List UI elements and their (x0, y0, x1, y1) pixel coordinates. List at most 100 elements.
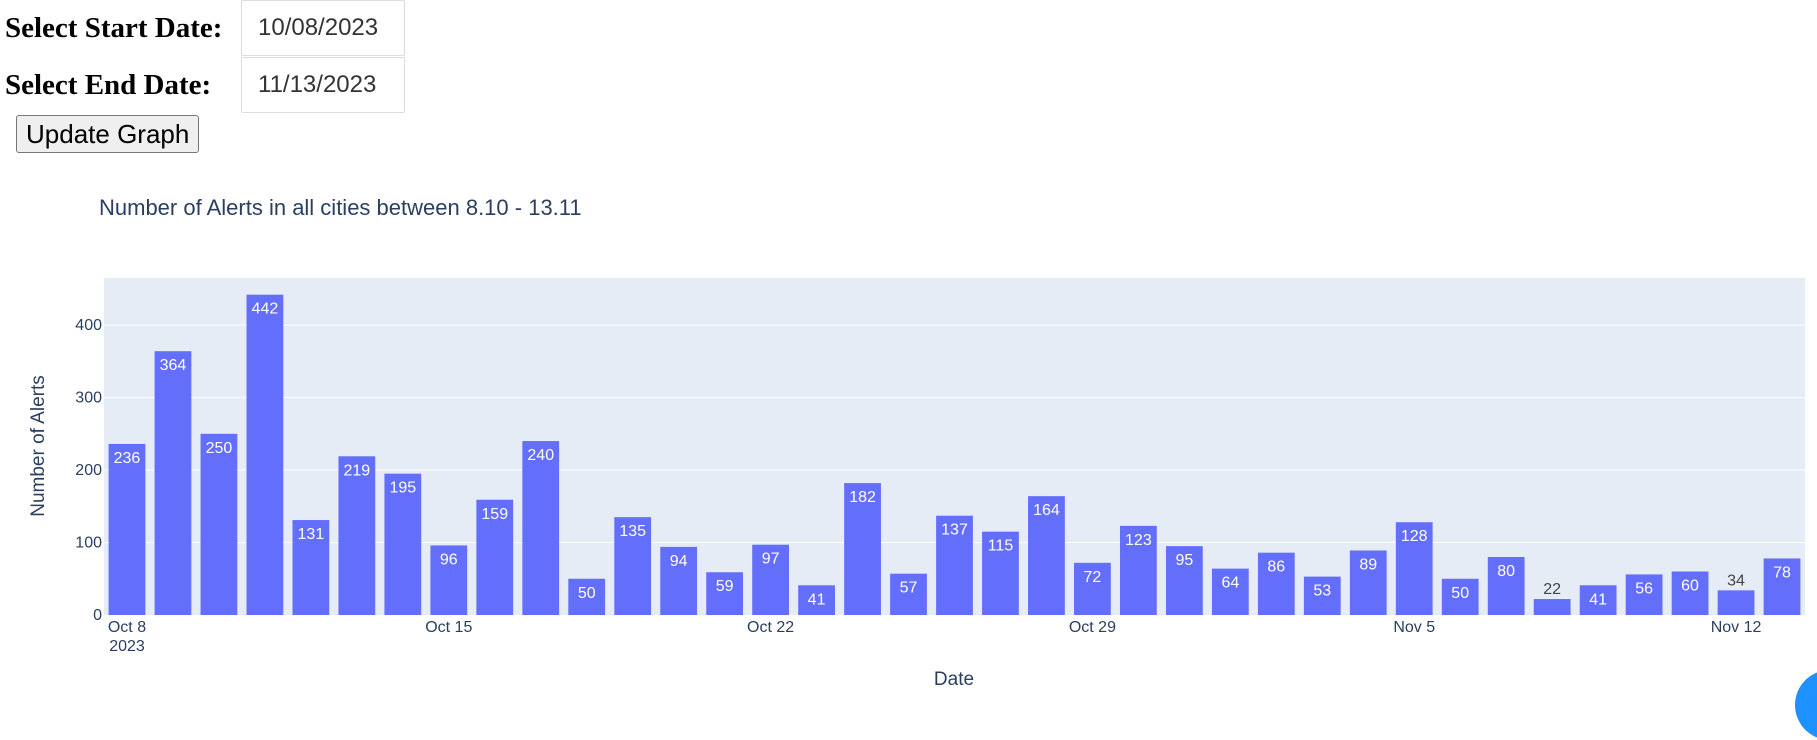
x-tick-label: Nov 12 (1711, 619, 1762, 636)
bar (706, 572, 744, 615)
bar (1625, 574, 1663, 615)
bar-value-label: 50 (1451, 585, 1469, 602)
bar-value-label: 57 (900, 580, 918, 597)
bar (246, 294, 284, 615)
start-date-row: Select Start Date: (5, 0, 405, 56)
bar (752, 544, 789, 615)
y-tick-label: 400 (75, 317, 102, 334)
bar (1074, 562, 1111, 615)
bar-value-label: 442 (252, 301, 279, 318)
bar (1165, 546, 1203, 615)
bar-value-label: 41 (1589, 591, 1607, 608)
x-axis-title: Date (934, 669, 974, 690)
bar-value-label: 89 (1359, 556, 1377, 573)
bar-value-label: 128 (1401, 528, 1428, 545)
x-tick-label: Nov 5 (1393, 619, 1435, 636)
bar (568, 578, 606, 615)
bar (1533, 599, 1571, 615)
bar-value-label: 137 (941, 522, 968, 539)
bar (430, 545, 468, 615)
y-tick-label: 100 (75, 535, 102, 552)
bar (936, 515, 973, 615)
bar-value-label: 56 (1635, 580, 1653, 597)
bar (1028, 496, 1065, 615)
bar-value-label: 96 (440, 551, 458, 568)
bar (154, 351, 192, 615)
bar (1671, 571, 1709, 615)
bar (1257, 552, 1295, 615)
x-tick-sublabel: 2023 (109, 638, 145, 655)
end-date-row: Select End Date: (5, 57, 405, 113)
bars (108, 294, 1801, 615)
bar-value-label: 72 (1084, 569, 1102, 586)
bar (476, 499, 514, 615)
bar (1579, 585, 1617, 615)
bar (522, 441, 560, 615)
bar (1395, 522, 1433, 615)
bar-value-label: 115 (988, 538, 1014, 555)
x-tick-label: Oct 22 (747, 619, 794, 636)
bar-value-label: 78 (1773, 564, 1791, 581)
bar-value-label: 164 (1033, 502, 1060, 519)
bar (1211, 568, 1249, 615)
bar-value-label: 135 (619, 523, 646, 540)
start-date-label: Select Start Date: (5, 11, 223, 44)
bar-value-label: 182 (849, 489, 876, 506)
bar (660, 546, 698, 615)
start-date-input[interactable] (241, 0, 405, 56)
bar (338, 456, 376, 615)
bar-value-label: 41 (808, 591, 826, 608)
bar-value-label: 123 (1125, 532, 1152, 549)
bar (890, 573, 927, 615)
bar-value-label: 80 (1497, 563, 1515, 580)
bar (1303, 576, 1341, 615)
bar (1349, 550, 1387, 615)
bar-value-label: 195 (389, 480, 416, 497)
bar (614, 517, 652, 615)
alerts-bar-chart: Number of Alerts in all cities between 8… (28, 195, 1805, 690)
end-date-label: Select End Date: (5, 68, 212, 101)
end-date-input[interactable] (241, 57, 405, 113)
y-tick-label: 200 (75, 462, 102, 479)
bar-value-label: 364 (160, 357, 187, 374)
bar-value-label: 97 (762, 551, 780, 568)
bar (384, 473, 422, 615)
bar-value-label: 219 (343, 462, 370, 479)
bar-value-label: 86 (1267, 559, 1285, 576)
x-tick-label: Oct 29 (1069, 619, 1116, 636)
bar (844, 483, 881, 615)
x-tick-label: Oct 8 (108, 619, 146, 636)
bar (1441, 578, 1479, 615)
bar-value-label: 50 (578, 585, 596, 602)
x-tick-label: Oct 15 (425, 619, 472, 636)
bar-value-label: 34 (1727, 572, 1745, 589)
y-axis-ticks: 0 100 200 300 400 (75, 317, 102, 624)
bar (1717, 590, 1755, 615)
x-axis-ticks: Oct 8 2023 Oct 15 Oct 22 Oct 29 Nov 5 Nov 12 (108, 619, 1762, 655)
bar (798, 585, 835, 615)
bar-value-label: 22 (1543, 581, 1561, 598)
bar (982, 531, 1019, 615)
bar-value-label: 60 (1681, 578, 1699, 595)
bar (1487, 557, 1525, 615)
bar (1120, 525, 1157, 615)
bar-value-label: 250 (206, 440, 233, 457)
bar-value-label: 64 (1221, 575, 1239, 592)
bar-value-label: 236 (114, 450, 141, 467)
bar-value-label: 240 (527, 447, 554, 464)
chart-title: Number of Alerts in all cities between 8… (99, 195, 582, 220)
bar-value-labels: 236 364 250 442 131 219 195 96 159 240 50 135 94 59 97… (114, 301, 1791, 609)
y-tick-label: 0 (93, 607, 102, 624)
bar-value-label: 131 (298, 526, 325, 543)
y-tick-label: 300 (75, 390, 102, 407)
bar (292, 520, 330, 615)
bar-value-label: 59 (716, 578, 734, 595)
bar-value-label: 94 (670, 553, 688, 570)
bar-value-label: 53 (1313, 583, 1331, 600)
bar-value-label: 95 (1175, 552, 1193, 569)
bar (108, 443, 146, 615)
bar (200, 433, 238, 615)
bar (1763, 558, 1801, 615)
bar-value-label: 159 (481, 506, 508, 523)
update-graph-button[interactable]: Update Graph (16, 115, 200, 153)
